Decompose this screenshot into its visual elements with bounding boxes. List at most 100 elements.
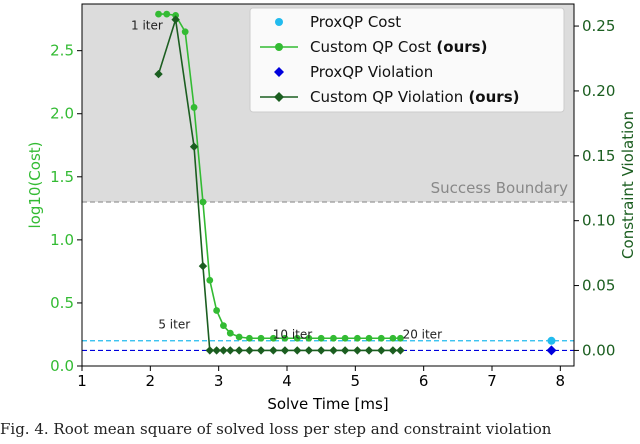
custom-qp-violation-point bbox=[171, 15, 180, 24]
custom-qp-cost-point bbox=[163, 10, 171, 18]
custom-qp-violation-point bbox=[396, 346, 405, 355]
custom-qp-cost-point bbox=[269, 334, 277, 342]
x-tick-label: 6 bbox=[419, 372, 429, 390]
custom-qp-violation-point bbox=[340, 346, 350, 355]
custom-qp-violation-point bbox=[226, 346, 235, 355]
legend-label: ProxQP Cost bbox=[310, 13, 401, 31]
custom-qp-cost-point bbox=[181, 28, 189, 36]
plot-frame bbox=[81, 3, 575, 367]
legend-marker bbox=[274, 92, 284, 102]
custom-qp-cost-point bbox=[190, 104, 198, 111]
x-tick-label: 8 bbox=[556, 372, 566, 390]
custom-qp-violation-point bbox=[234, 346, 244, 355]
y-right-tick-label: 0.15 bbox=[582, 147, 615, 165]
y-right-tick-label: 0.20 bbox=[582, 82, 615, 100]
custom-qp-violation-point bbox=[245, 346, 254, 355]
legend-series-suffix: (ours) bbox=[431, 38, 487, 56]
y-left-tick-label: 1.0 bbox=[50, 231, 74, 249]
x-tick-label: 1 bbox=[77, 372, 87, 390]
custom-qp-cost-point bbox=[397, 334, 404, 342]
custom-qp-violation-point bbox=[304, 346, 314, 355]
custom-qp-cost-point bbox=[330, 334, 337, 342]
legend-marker bbox=[275, 43, 283, 51]
custom-qp-cost-point bbox=[235, 333, 243, 341]
custom-qp-cost-point bbox=[226, 329, 234, 337]
legend-label: Custom QP Cost (ours) bbox=[310, 38, 487, 56]
custom-qp-cost-point bbox=[305, 334, 313, 342]
y-left-tick-label: 1.5 bbox=[50, 168, 74, 186]
figure-caption: Fig. 4. Root mean square of solved loss … bbox=[0, 420, 552, 438]
custom-qp-violation-point bbox=[212, 346, 221, 355]
custom-qp-cost-point bbox=[206, 276, 214, 284]
custom-qp-violation-point bbox=[189, 142, 199, 151]
proxqp-violation-point bbox=[546, 345, 557, 356]
x-tick-label: 2 bbox=[146, 372, 156, 390]
y-right-tick-label: 0.00 bbox=[582, 341, 615, 359]
y-right-tick-label: 0.25 bbox=[582, 17, 615, 35]
custom-qp-cost-point bbox=[293, 334, 301, 342]
annotations: 1 iter 5 iter 10 iter 20 iter bbox=[131, 18, 442, 341]
iteration-annotation: 5 iter bbox=[158, 317, 190, 331]
chart: Success Boundary 1 iter 5 iter 10 iter 20 i… bbox=[26, 3, 637, 413]
legend-box bbox=[249, 7, 565, 113]
legend-series-name: ProxQP Violation bbox=[310, 63, 433, 81]
x-axis-label: Solve Time [ms] bbox=[267, 395, 388, 413]
custom-qp-cost-point bbox=[220, 322, 227, 330]
y-left-axis-label: log10(Cost) bbox=[26, 141, 44, 228]
series-layer bbox=[154, 10, 557, 356]
custom-qp-cost-point bbox=[257, 334, 265, 342]
custom-qp-violation-point bbox=[256, 346, 266, 355]
custom-qp-violation-point bbox=[377, 346, 386, 355]
legend-marker bbox=[274, 67, 284, 77]
custom-qp-cost-point bbox=[389, 334, 397, 342]
custom-qp-violation-point bbox=[269, 346, 278, 355]
success-boundary-label: Success Boundary bbox=[431, 179, 569, 197]
legend-series-suffix: (ours) bbox=[463, 88, 519, 106]
custom-qp-violation-point bbox=[280, 346, 290, 355]
custom-qp-cost-point bbox=[199, 198, 207, 206]
custom-qp-cost-point bbox=[155, 10, 162, 18]
axes: 1 2 3 4 5 6 7 8 0.0 0.5 1.0 1.5 2.0 2.5 0.00 0.05 0.10 0.… bbox=[26, 3, 637, 413]
custom-qp-violation-point bbox=[364, 346, 374, 355]
iteration-annotation: 10 iter bbox=[273, 327, 313, 341]
legend-label: Custom QP Violation (ours) bbox=[310, 88, 519, 106]
custom-qp-cost-point bbox=[281, 334, 289, 342]
custom-qp-violation-point bbox=[198, 261, 208, 271]
iteration-annotation: 1 iter bbox=[131, 18, 163, 32]
legend-series-name: Custom QP Violation bbox=[310, 88, 463, 106]
x-tick-label: 7 bbox=[487, 372, 497, 390]
custom-qp-violation-point bbox=[219, 346, 228, 355]
y-left-tick-label: 0.5 bbox=[50, 294, 74, 312]
custom-qp-cost-point bbox=[213, 307, 221, 314]
custom-qp-violation-point bbox=[353, 346, 362, 355]
x-tick-label: 4 bbox=[282, 372, 292, 390]
custom-qp-violation-point bbox=[293, 346, 302, 355]
custom-qp-violation-point bbox=[388, 346, 398, 355]
legend: ProxQP Cost Custom QP Cost (ours) ProxQP V… bbox=[249, 7, 565, 113]
legend-series-name: ProxQP Cost bbox=[310, 13, 401, 31]
custom-qp-cost-point bbox=[341, 334, 349, 342]
custom-qp-cost-point bbox=[365, 334, 373, 342]
custom-qp-violation-point bbox=[316, 346, 326, 355]
custom-qp-violation-point bbox=[329, 346, 338, 355]
custom-qp-cost-point bbox=[317, 334, 325, 342]
custom-qp-cost-point bbox=[172, 11, 180, 19]
y-right-tick-label: 0.05 bbox=[582, 277, 615, 295]
custom-qp-cost-point bbox=[353, 334, 361, 342]
custom-qp-violation-point bbox=[205, 346, 214, 355]
y-left-tick-label: 0.0 bbox=[50, 357, 74, 375]
legend-label: ProxQP Violation bbox=[310, 63, 433, 81]
legend-series-name: Custom QP Cost bbox=[310, 38, 431, 56]
y-left-tick-label: 2.0 bbox=[50, 105, 74, 123]
x-tick-label: 3 bbox=[214, 372, 224, 390]
proxqp-cost-point bbox=[547, 336, 556, 345]
reference-lines: Success Boundary bbox=[82, 179, 574, 352]
legend-marker bbox=[275, 18, 283, 26]
y-right-axis-label: Constraint Violation bbox=[619, 111, 637, 259]
x-tick-label: 5 bbox=[351, 372, 361, 390]
custom-qp-cost-point bbox=[246, 334, 253, 342]
custom-qp-cost-point bbox=[377, 334, 385, 342]
iteration-annotation: 20 iter bbox=[403, 327, 443, 341]
y-right-tick-label: 0.10 bbox=[582, 212, 615, 230]
custom-qp-violation-point bbox=[154, 69, 163, 79]
